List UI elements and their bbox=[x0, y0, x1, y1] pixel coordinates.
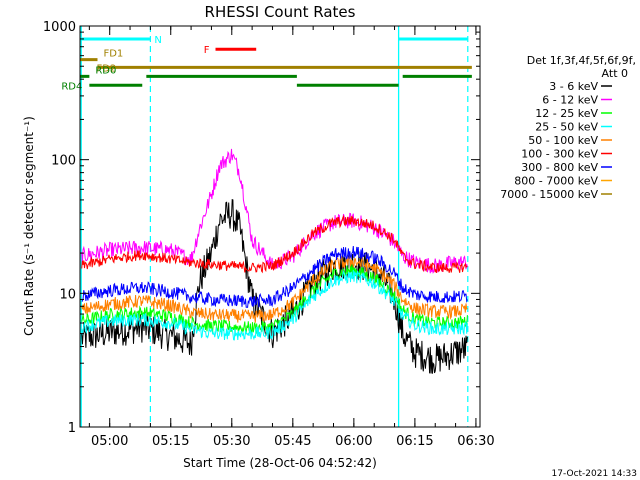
x-tick-label: 05:45 bbox=[274, 434, 311, 449]
legend-label: 25 - 50 keV bbox=[535, 121, 598, 134]
flag-label-fd2: FD2 bbox=[96, 63, 116, 74]
legend-label: 800 - 7000 keV bbox=[514, 175, 598, 188]
y-tick-label: 1 bbox=[68, 421, 76, 436]
y-axis-label: Count Rate (s⁻¹ detector segment⁻¹) bbox=[22, 116, 36, 336]
legend: Det 1f,3f,4f,5f,6f,9f, Att 0 3 - 6 keV6 … bbox=[500, 54, 636, 201]
y-tick-label: 1000 bbox=[43, 20, 76, 35]
series-line-25-50-kev bbox=[81, 269, 468, 341]
plot-frame bbox=[79, 25, 481, 428]
x-tick-label: 06:00 bbox=[335, 434, 372, 449]
legend-label: 3 - 6 keV bbox=[549, 80, 598, 93]
series-line-3-6-kev bbox=[81, 199, 468, 374]
y-tick-label: 100 bbox=[51, 154, 76, 169]
legend-label: 12 - 25 keV bbox=[535, 107, 598, 120]
flag-label-fd1: FD1 bbox=[103, 49, 123, 60]
legend-label: 300 - 800 keV bbox=[521, 161, 598, 174]
flag-label-rd0: RD0 bbox=[95, 65, 116, 76]
legend-label: 50 - 100 keV bbox=[528, 134, 598, 147]
chart-title: RHESSI Count Rates bbox=[205, 3, 356, 21]
y-axis-ticks: 1 10 100 1000 bbox=[43, 20, 480, 436]
x-tick-label: 05:15 bbox=[152, 434, 189, 449]
x-tick-label: 06:30 bbox=[457, 434, 494, 449]
series-line-300-800-kev bbox=[81, 245, 468, 308]
vertical-markers bbox=[80, 26, 469, 427]
series-line-50-100-kev bbox=[81, 254, 468, 323]
legend-label: 100 - 300 keV bbox=[521, 148, 598, 161]
flag-label-f: F bbox=[204, 45, 210, 56]
legend-header-line2: Att 0 bbox=[602, 67, 628, 80]
series-lines bbox=[81, 148, 468, 374]
legend-label: 6 - 12 keV bbox=[542, 94, 598, 107]
series-line-12-25-kev bbox=[81, 263, 468, 336]
series-line-100-300-kev bbox=[81, 214, 468, 274]
x-tick-label: 05:30 bbox=[213, 434, 250, 449]
flag-label-rd4: RD4 bbox=[61, 81, 82, 92]
legend-header-line1: Det 1f,3f,4f,5f,6f,9f, bbox=[527, 54, 636, 67]
x-tick-label: 06:15 bbox=[396, 434, 433, 449]
footer-timestamp: 17-Oct-2021 14:33 bbox=[552, 469, 637, 479]
x-axis-label: Start Time (28-Oct-06 04:52:42) bbox=[183, 456, 377, 470]
x-tick-label: 05:00 bbox=[91, 434, 128, 449]
legend-label: 7000 - 15000 keV bbox=[500, 188, 598, 201]
x-axis-ticks: 05:00 05:15 05:30 05:45 06:00 06:15 06:30 bbox=[88, 26, 495, 449]
flag-label-n: N bbox=[154, 35, 161, 46]
y-tick-label: 10 bbox=[59, 287, 76, 302]
